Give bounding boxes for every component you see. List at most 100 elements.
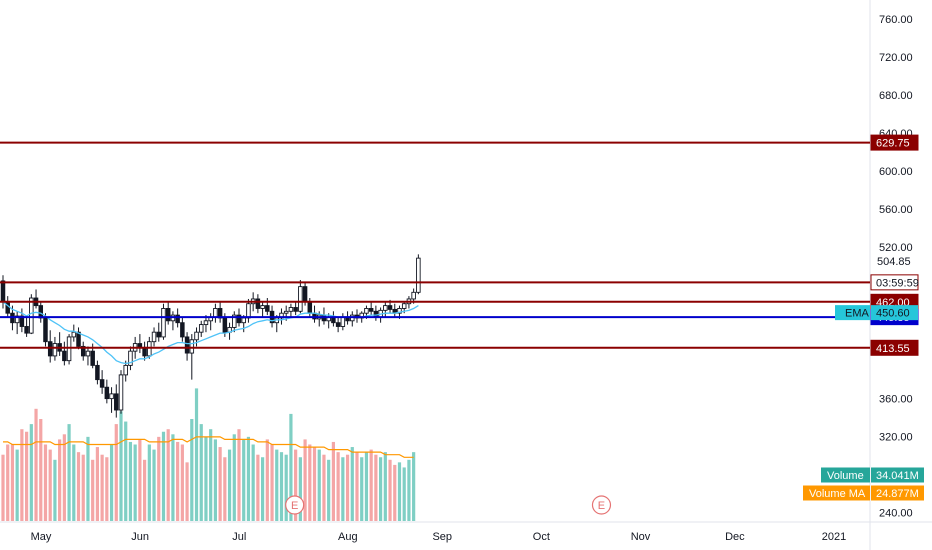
volume-bar [6,444,10,521]
volume-bar [176,441,180,521]
volume-bar [133,444,137,521]
time-tick-label: 2021 [822,531,846,543]
price-tags: 629.7503:59:59462.00445.85413.55EMA450.6… [803,134,924,501]
candle-body [241,317,246,324]
candle-body [194,331,199,341]
volume-bar [397,462,402,521]
horizontal-levels[interactable] [0,141,870,349]
earnings-marker: E [591,495,612,515]
volume-bar [246,436,251,521]
candle-body [298,286,303,312]
volume-bar [232,434,236,521]
level-tag-label: 03:59:59 [876,277,919,289]
candle-body [90,350,95,366]
level-tag-label: 629.75 [876,138,910,150]
volume-bar [128,441,133,521]
volume-bar [34,408,38,521]
level-tag-label: 413.55 [876,343,910,355]
earnings-marker: E [285,495,305,515]
candle-body [189,339,195,354]
volume-bar [317,449,321,521]
volume-bar [379,457,383,521]
ema-tag-value-bg [871,305,918,321]
volume-bar [109,444,114,521]
ema-tag-name-bg [835,305,870,321]
volume-bar [81,454,85,521]
candle-body [340,316,346,327]
candle-body [246,303,251,319]
volume-bar [29,424,33,521]
candle-body [52,343,58,357]
price-tick-label: 680.00 [879,90,913,102]
volume-bar [284,454,288,521]
price-tick-label: 520.00 [879,242,913,254]
candle-body [255,298,261,309]
price-tick-label: 560.00 [879,204,913,216]
candle-body [128,350,133,366]
volume-bar [58,439,62,521]
candle-body [29,297,34,334]
time-tick-label: Jul [232,531,246,543]
volume-bar [91,459,95,521]
volume-bar [383,452,387,521]
candle-body [80,345,86,357]
volume-bar [43,444,48,521]
candle-body [293,307,298,312]
volume-bar [20,429,24,521]
volume-bar [185,462,189,521]
volume-bar [124,421,128,521]
volume-bar [171,434,175,521]
price-tick-label: 360.00 [879,394,913,406]
volume-bar [53,459,57,521]
candle-body [62,350,67,362]
candle-body [283,310,289,314]
level-tag: 03:59:59 [870,274,919,291]
candle-body [114,393,119,411]
candle-body [99,379,105,388]
volume-bar [289,413,293,521]
volume-bar [227,449,232,521]
volume-bar [48,449,52,521]
price-axis[interactable]: 760.00720.00680.00640.00600.00560.00520.… [877,14,913,520]
time-axis[interactable]: May Jun Jul Aug Sep Oct Nov Dec 2021 [31,531,847,543]
price-tick-label: 600.00 [879,166,913,178]
candle-body [165,308,171,322]
price-tick-label: 720.00 [879,52,913,64]
price-tick-label: 240.00 [879,508,913,520]
volume-bar [114,424,118,521]
volume-tag-value: 34.041M [876,470,919,482]
time-tick-label: May [31,531,52,543]
candle-body [302,286,308,303]
volume-bar [270,444,274,521]
volume-bar [15,449,19,521]
candle-body [161,308,166,338]
candle-body [368,308,374,312]
volume-tag-value-bg [871,467,924,483]
ema-tag-value: 450.60 [876,308,910,320]
candle-body [401,303,407,309]
price-tick-label: 320.00 [879,432,913,444]
volume-tag-name: Volume [827,470,864,482]
level-tag: 629.75 [870,134,919,151]
candle-body [236,314,242,324]
volume-bar [242,439,246,521]
candle-body [24,326,29,334]
candle-body [222,317,228,333]
volume-bar [1,454,5,521]
candle-body [198,324,204,333]
volume-bar [407,459,411,521]
time-tick-label: Aug [338,531,358,543]
volume-bar [336,452,340,521]
candle-body [151,331,157,343]
candle-body [397,308,402,314]
volume-bar [327,459,331,521]
candle-body [43,317,48,343]
volume-tag-name-bg [821,467,870,483]
candle-body [71,331,77,338]
candle-body [85,350,91,357]
volume-bar [67,424,71,521]
candle-body [180,322,185,338]
volume-bar [166,429,170,521]
